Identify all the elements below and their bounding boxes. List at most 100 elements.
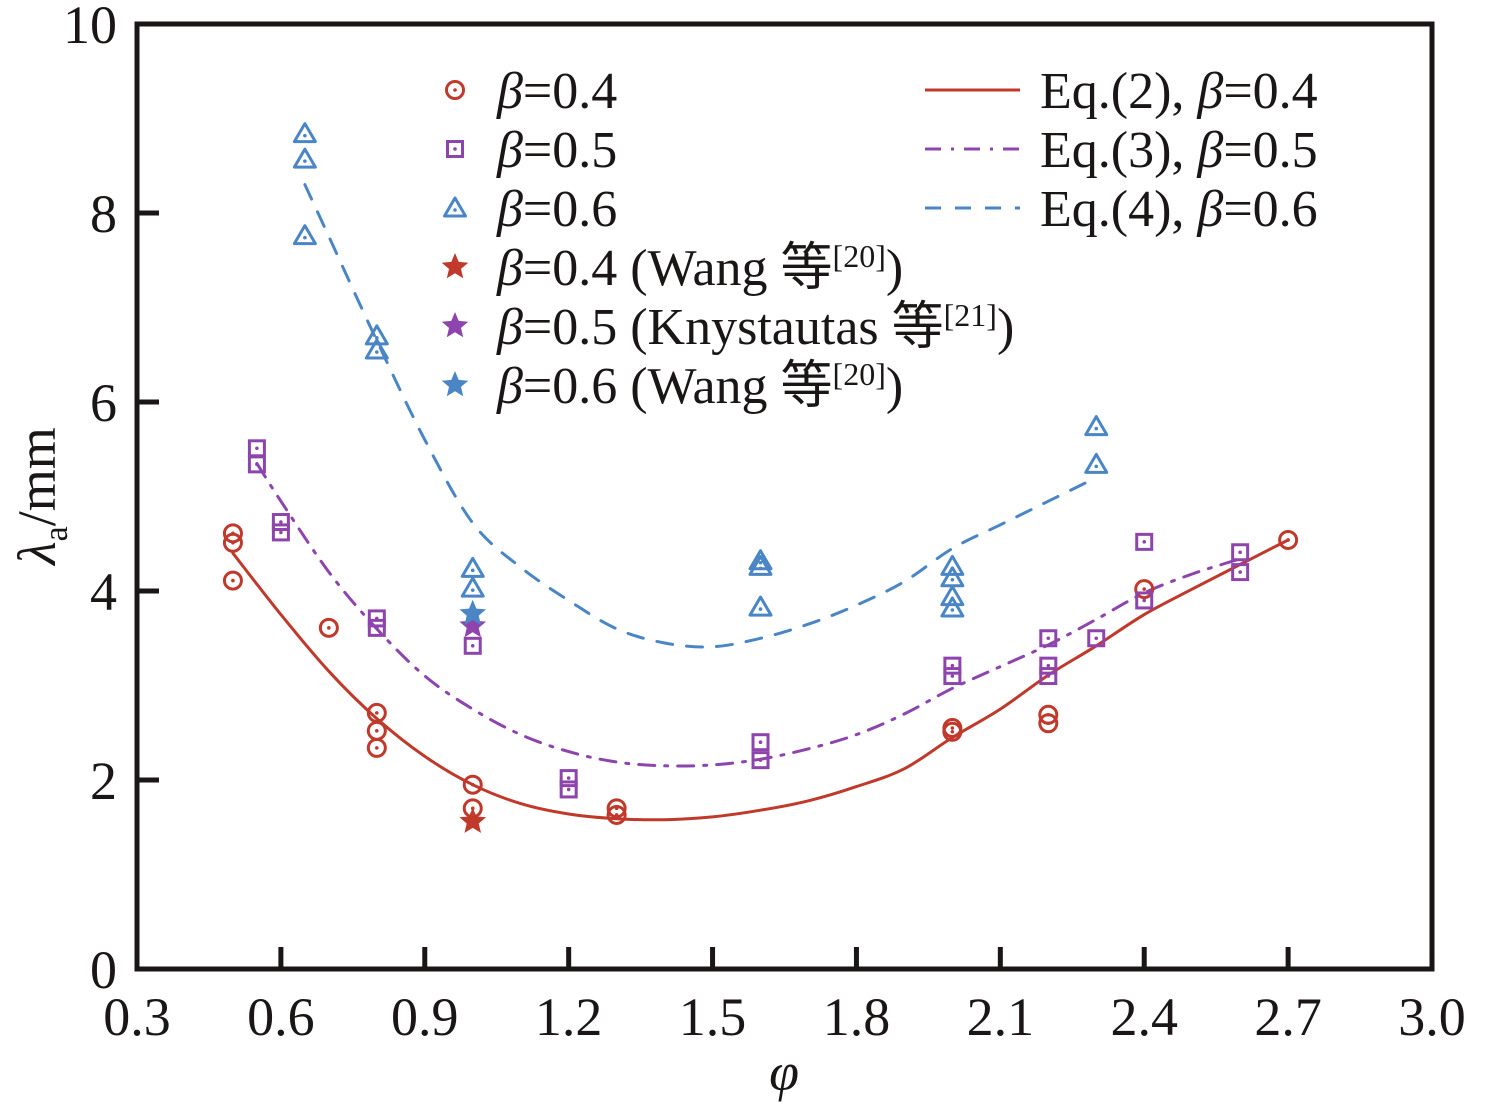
legend-beta: β — [496, 299, 523, 356]
data-point-circle — [462, 774, 483, 795]
legend-item: β=0.6 — [443, 181, 617, 238]
data-point-square — [751, 733, 770, 752]
legend-item: β=0.4 (Wang 等[20]) — [441, 238, 903, 297]
data-point-circle — [1038, 713, 1059, 734]
y-tick-label: 8 — [90, 184, 117, 244]
x-tick-label: 1.8 — [823, 987, 891, 1047]
svg-text:λa/mm: λa/mm — [7, 427, 75, 567]
data-point-triangle — [364, 324, 389, 346]
legend-label: Eq.(2), β=0.4 — [1040, 63, 1318, 120]
y-axis-title-main: λ — [7, 541, 67, 566]
legend-text: =0.6 (Wang 等 — [523, 358, 833, 415]
plot-frame — [134, 21, 1435, 972]
data-point-circle — [366, 737, 387, 758]
data-point-circle — [366, 720, 387, 741]
legend-item: β=0.4 — [445, 63, 617, 120]
legend-label: β=0.5 — [496, 122, 617, 179]
data-point-star — [459, 599, 487, 625]
data-point-square — [559, 780, 578, 799]
data-point-triangle — [460, 576, 485, 598]
y-axis-title-unit: /mm — [7, 427, 67, 526]
legend-text: =0.6 — [523, 181, 617, 238]
legend-beta: β — [496, 358, 523, 415]
data-point-triangle — [1084, 415, 1109, 437]
legend: β=0.4β=0.5β=0.6β=0.4 (Wang 等[20])β=0.5 (… — [441, 63, 1318, 415]
data-point-triangle — [460, 556, 485, 578]
y-axis-title-sub: a — [38, 526, 75, 541]
x-tick-label: 1.2 — [535, 987, 603, 1047]
legend-label: β=0.4 (Wang 等[20]) — [496, 238, 903, 297]
data-point-triangle — [940, 554, 965, 576]
data-point-triangle — [292, 147, 317, 169]
legend-text: =0.6 — [1223, 181, 1317, 238]
data-point-circle — [222, 570, 243, 591]
fit-line-eq3 — [255, 461, 1242, 768]
data-point-square — [1039, 667, 1058, 686]
data-point-square — [247, 439, 266, 458]
legend-item: β=0.5 — [446, 122, 617, 179]
legend-beta: β — [1196, 122, 1223, 179]
legend-marker-star-icon — [441, 253, 469, 279]
legend-marker-circle-icon — [445, 80, 465, 100]
data-point-triangle — [940, 585, 965, 607]
x-tick-label: 2.4 — [1110, 987, 1178, 1047]
y-tick-label: 10 — [63, 0, 117, 55]
y-tick-label: 6 — [90, 373, 117, 433]
legend-item: Eq.(4), β=0.6 — [925, 181, 1318, 238]
data-point-square — [1231, 543, 1250, 562]
data-point-square — [1039, 629, 1058, 648]
legend-item: β=0.6 (Wang 等[20]) — [441, 356, 903, 415]
data-point-circle — [942, 721, 963, 742]
y-tick-label: 2 — [90, 751, 117, 811]
data-point-square — [1039, 656, 1058, 675]
data-point-square — [463, 636, 482, 655]
data-point-square — [367, 618, 386, 637]
data-point-square — [247, 455, 266, 474]
legend-label: β=0.4 — [496, 63, 617, 120]
data-point-circle — [318, 617, 339, 638]
data-point-triangle — [292, 224, 317, 246]
legend-text: =0.5 — [1223, 122, 1317, 179]
legend-close: ) — [886, 358, 903, 415]
fit-line-eq4 — [303, 183, 1098, 649]
legend-label: Eq.(3), β=0.5 — [1040, 122, 1318, 179]
data-point-triangle — [748, 595, 773, 617]
x-tick-label: 2.1 — [967, 987, 1035, 1047]
legend-label: β=0.6 — [496, 181, 617, 238]
x-tick-label: 0.9 — [391, 987, 459, 1047]
legend-close: ) — [997, 299, 1014, 356]
legend-text: =0.4 — [523, 63, 617, 120]
legend-marker-star-icon — [441, 312, 469, 338]
legend-marker-star-icon — [441, 371, 469, 397]
x-tick-label: 2.7 — [1254, 987, 1322, 1047]
y-tick-label: 4 — [90, 562, 117, 622]
legend-ref: [21] — [944, 297, 997, 333]
data-point-square — [1231, 563, 1250, 582]
fit-lines — [231, 183, 1290, 822]
data-point-triangle — [748, 554, 773, 576]
legend-marker-square-icon — [446, 140, 464, 158]
data-point-square — [1087, 629, 1106, 648]
data-point-square — [271, 513, 290, 532]
legend-label: β=0.5 (Knystautas 等[21]) — [496, 297, 1014, 356]
data-point-square — [1135, 532, 1154, 551]
legend-text: =0.4 (Wang 等 — [523, 240, 833, 297]
data-point-circle — [222, 532, 243, 553]
legend-ref: [20] — [833, 238, 886, 274]
legend-eq: Eq.(4), — [1040, 181, 1197, 238]
data-point-star — [459, 807, 487, 833]
legend-item: Eq.(2), β=0.4 — [925, 63, 1318, 120]
data-point-triangle — [940, 596, 965, 618]
data-point-triangle — [292, 122, 317, 144]
legend-beta: β — [496, 240, 523, 297]
legend-marker-triangle-icon — [443, 196, 467, 218]
legend-text: =0.5 — [523, 122, 617, 179]
data-point-square — [943, 667, 962, 686]
y-axis-title: λa/mm — [7, 427, 75, 567]
legend-beta: β — [496, 181, 523, 238]
legend-beta: β — [496, 63, 523, 120]
fit-line-eq2 — [231, 538, 1290, 822]
data-point-square — [271, 523, 290, 542]
data-point-circle — [606, 804, 627, 825]
